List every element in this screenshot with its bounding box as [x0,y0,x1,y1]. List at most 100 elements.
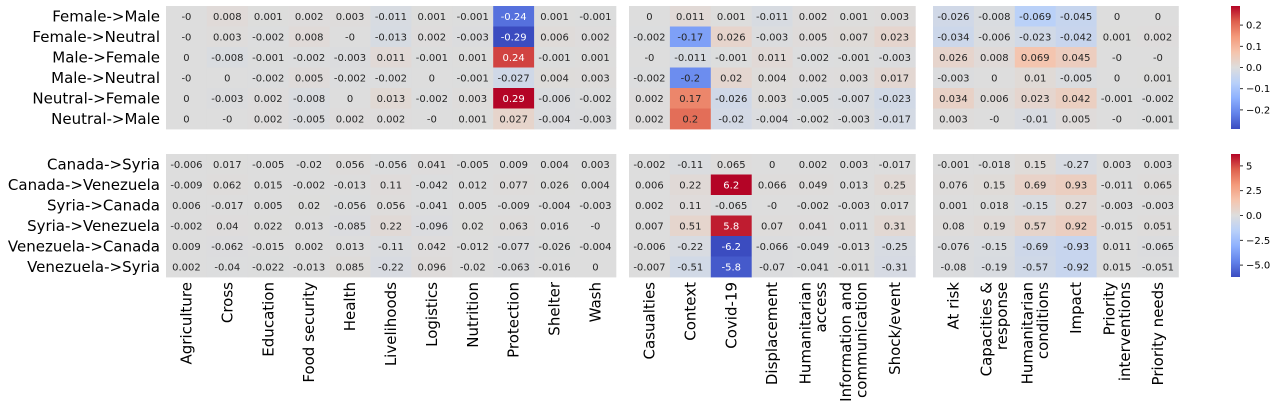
heatmap-cell [452,236,494,257]
heatmap-cell [575,26,617,48]
cell-value-label: -0.051 [1142,262,1174,273]
heatmap-cell [247,236,290,257]
column-label: Shelter [546,281,564,336]
cell-value-label: 0.27 [1065,201,1087,212]
heatmap-cell [166,215,208,237]
cell-value-label: -0.001 [937,160,969,171]
cell-value-label: 0.003 [840,160,869,171]
heatmap-cell [411,236,453,257]
cell-value-label: -0 [1153,53,1163,64]
cell-value-label: 0.006 [980,94,1009,105]
heatmap-cell [833,108,875,130]
heatmap-cell [493,236,535,257]
cell-value-label: 0.013 [336,242,365,253]
heatmap-cell [1014,26,1057,48]
heatmap-cell [833,174,875,196]
heatmap-cell [1096,236,1138,257]
cell-value-label: 0.22 [380,221,402,232]
heatmap-cell [710,236,753,257]
heatmap-cell [329,108,371,130]
cell-value-label: -0.002 [633,160,665,171]
heatmap-cell [329,174,371,196]
heatmap-cell [1096,215,1138,237]
cell-value-label: 0.023 [1021,94,1050,105]
heatmap-cell [1014,88,1057,109]
cell-value-label: 0.001 [581,53,610,64]
cell-value-label: -0.007 [838,94,870,105]
cell-value-label: -0.042 [416,180,448,191]
heatmap-cell [329,215,371,237]
heatmap-cell [1014,236,1057,257]
cell-value-label: -0.011 [1101,180,1133,191]
cell-value-label: -0.003 [334,53,366,64]
heatmap-cell [669,174,712,196]
heatmap-cell [973,47,1016,68]
cell-value-label: -0.31 [882,262,908,273]
cell-value-label: 0.01 [1024,73,1046,84]
cell-value-label: -0.003 [457,32,489,43]
cell-value-label: -0.026 [538,242,570,253]
heatmap-cell [452,195,494,216]
cell-value-label: 0.07 [761,221,783,232]
cell-value-label: 0.066 [758,180,787,191]
cell-value-label: -0.011 [375,12,407,23]
heatmap-cell [493,6,535,27]
cell-value-label: -0.005 [293,114,325,125]
row-label: Syria->Canada [47,196,160,214]
cell-value-label: -0.07 [759,262,785,273]
cell-value-label: -0.017 [211,201,243,212]
cell-value-label: 0.002 [172,262,201,273]
heatmap-cell [166,47,208,68]
cell-value-label: -0.003 [579,201,611,212]
cell-value-label: -0.27 [1063,160,1089,171]
heatmap-cell [1137,215,1179,237]
cell-value-label: 0.005 [254,201,283,212]
heatmap-cell [288,67,330,89]
heatmap-cell [1014,47,1057,68]
heatmap-cell [1096,174,1138,196]
heatmap-cell [493,256,535,278]
heatmap-cell [166,26,208,48]
cell-value-label: -0.041 [797,262,829,273]
cell-value-label: -0.24 [501,12,527,23]
cell-value-label: -0.57 [1022,262,1048,273]
cell-value-label: 0.015 [254,180,283,191]
heatmap-cell [1137,154,1179,175]
heatmap-cell [933,256,975,278]
heatmap-cell [288,256,330,278]
heatmap-cell [288,154,330,175]
heatmap-cell [874,108,916,130]
cell-value-label: -0.002 [252,32,284,43]
heatmap-cell [534,256,576,278]
heatmap-cell [973,215,1016,237]
heatmap-cell [710,6,753,27]
heatmap-cell [669,88,712,109]
cell-value-label: -0.92 [1063,262,1089,273]
heatmap-cell [629,6,671,27]
column-label: Wash [586,282,604,322]
heatmap-cell [933,88,975,109]
heatmap-cell [411,174,453,196]
cell-value-label: -0 [181,73,191,84]
column-label: Health [341,282,359,331]
cell-value-label: 0.002 [295,242,324,253]
heatmap-cell [206,67,249,89]
heatmap-cell [669,108,712,130]
heatmap-cell [751,67,793,89]
cell-value-label: -0 [181,12,191,23]
heatmap-cell [370,47,412,68]
cell-value-label: -0.01 [1022,114,1048,125]
heatmap-cell [534,26,576,48]
heatmap-cell [370,26,412,48]
column-label: Context [681,282,699,341]
cell-value-label: 0.005 [1062,114,1091,125]
cell-value-label: -0.003 [838,201,870,212]
heatmap-cell [629,88,671,109]
cell-value-label: 0.002 [799,73,828,84]
cell-value-label: -0.001 [838,53,870,64]
heatmap-cell [973,256,1016,278]
colorbar-tick-label: 2.5 [1246,186,1262,197]
cell-value-label: 0.017 [881,73,910,84]
cell-value-label: -0 [181,32,191,43]
heatmap-cell [874,195,916,216]
